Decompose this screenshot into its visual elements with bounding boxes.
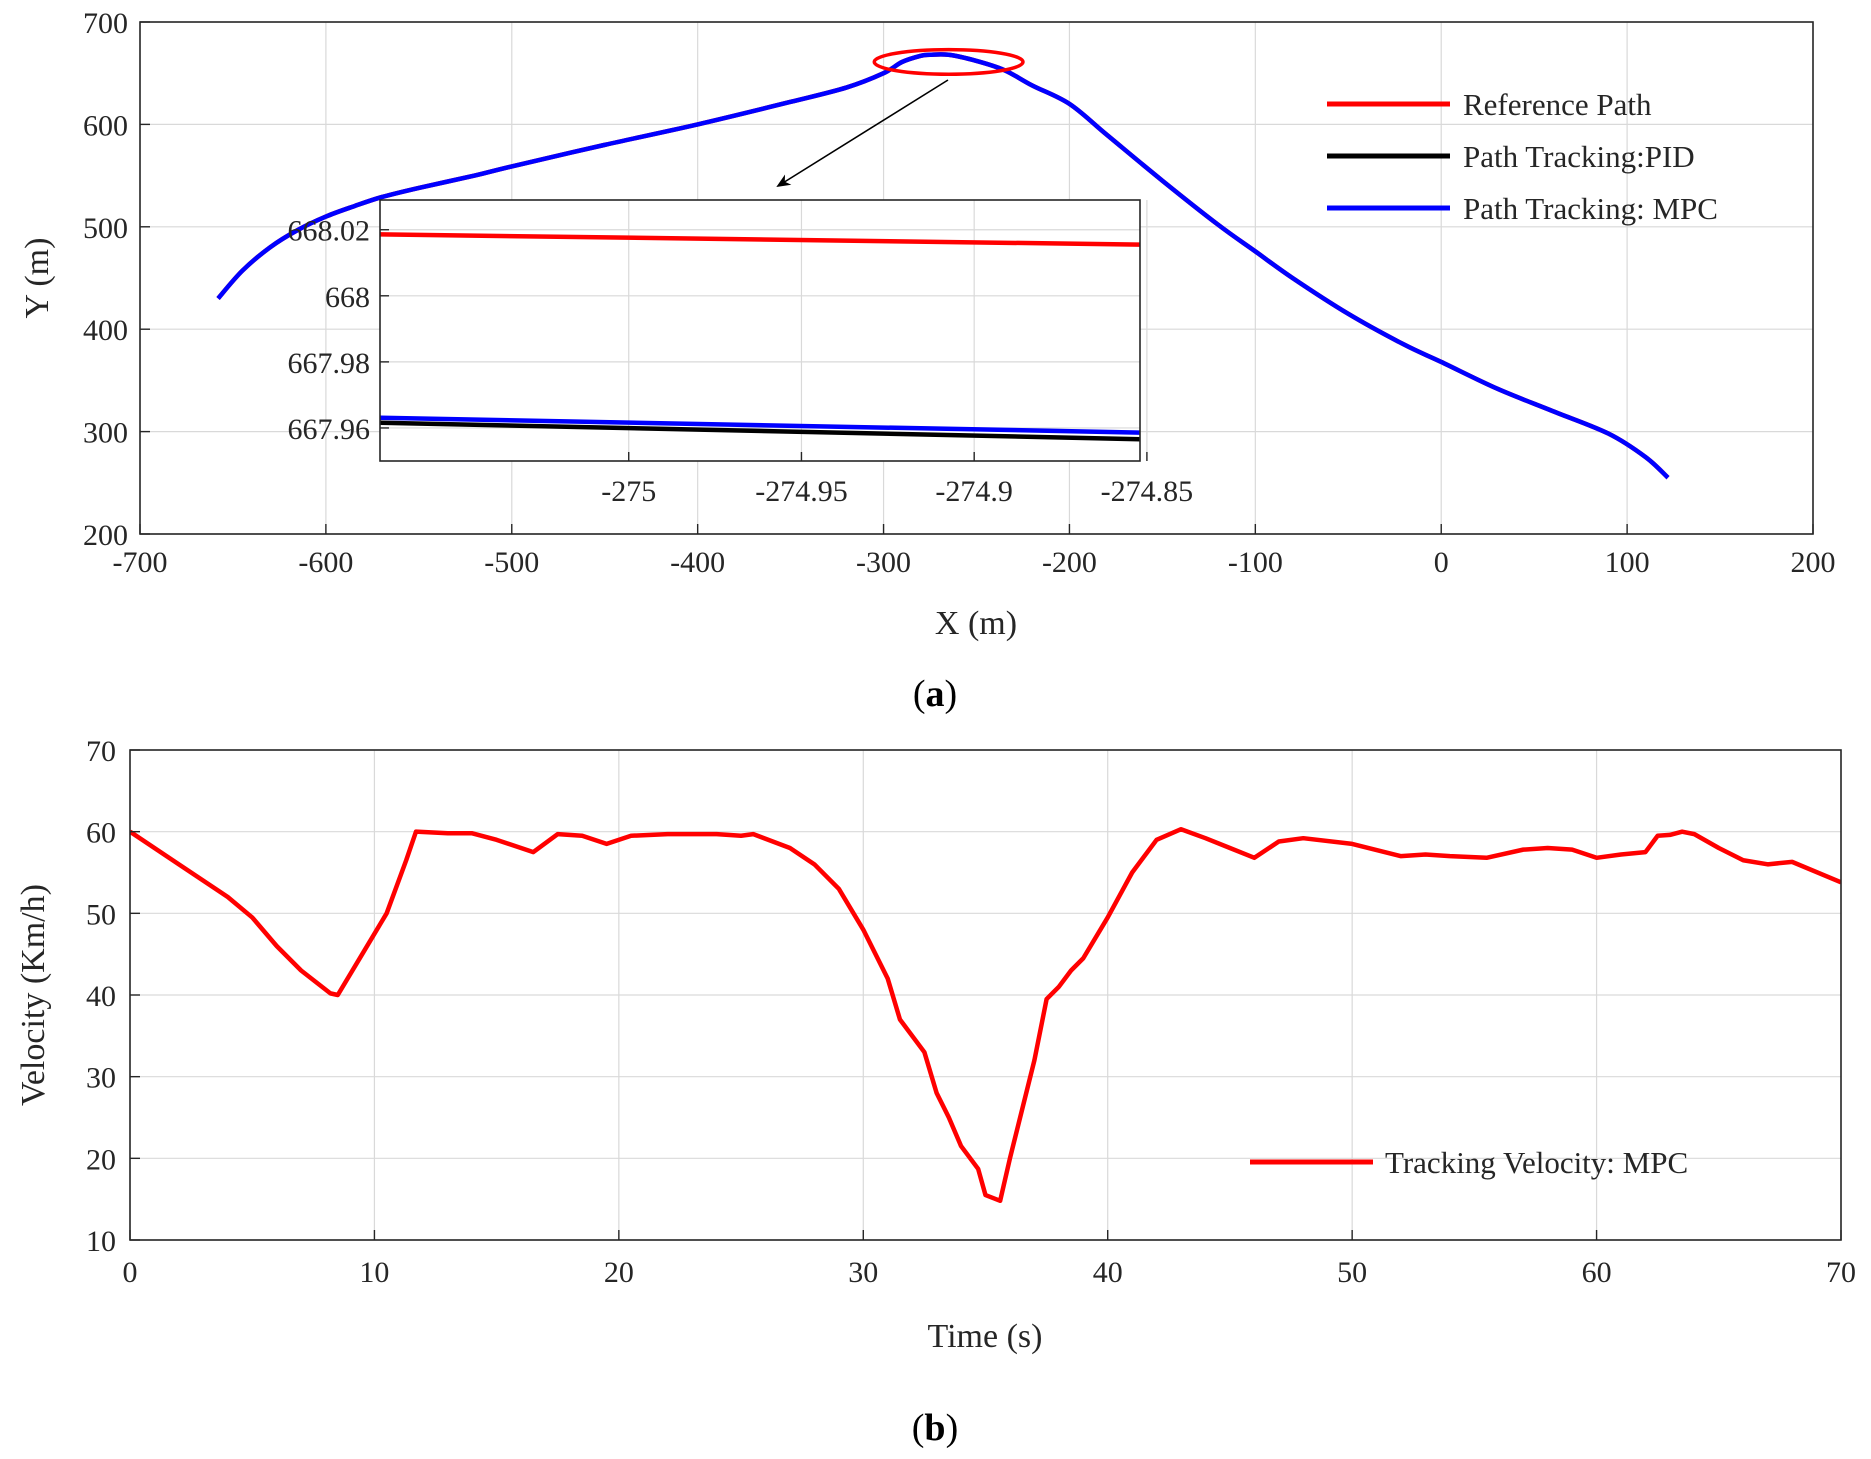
chart-b-x-ticks: 0 10 20 30 40 50 60 70 xyxy=(123,1230,1856,1289)
chart-a-tick-label-y: 400 xyxy=(83,314,128,347)
chart-b-velocity-line xyxy=(130,826,1841,1204)
inset-frame xyxy=(379,199,1141,462)
chart-a-ylabel: Y (m) xyxy=(19,238,56,319)
chart-a-tick-label-y: 600 xyxy=(83,109,128,142)
legend-label-reference: Reference Path xyxy=(1463,87,1652,122)
chart-b-tick-label-y: 40 xyxy=(86,980,116,1013)
inset-tick-label-x: -274.95 xyxy=(755,475,848,508)
caption-a: (a) xyxy=(913,673,957,715)
chart-b-tick-label-x: 10 xyxy=(359,1256,389,1289)
chart-a-tick-label-x: -300 xyxy=(856,546,911,579)
chart-a-tick-label-x: 200 xyxy=(1791,546,1836,579)
chart-b-tick-label-y: 30 xyxy=(86,1062,116,1095)
chart-b-xlabel: Time (s) xyxy=(928,1318,1043,1355)
chart-b-tick-label-x: 70 xyxy=(1826,1256,1856,1289)
chart-b-tick-label-x: 50 xyxy=(1337,1256,1367,1289)
chart-b-tick-label-y: 70 xyxy=(86,735,116,768)
chart-a-tick-label-x: -700 xyxy=(113,546,168,579)
inset-tick-label-y: 668.02 xyxy=(288,215,371,248)
chart-b-y-ticks: 10 20 30 40 50 60 70 xyxy=(86,735,140,1258)
chart-b-tick-label-y: 10 xyxy=(86,1225,116,1258)
chart-a-tick-label-x: -200 xyxy=(1042,546,1097,579)
chart-a-tick-label-x: -500 xyxy=(484,546,539,579)
inset-y-ticks: 667.96 667.98 668 668.02 xyxy=(288,215,389,446)
chart-a-tick-label-x: 0 xyxy=(1434,546,1449,579)
chart-a: -700 -600 -500 -400 -300 -200 -100 0 100 200 200 3… xyxy=(19,7,1836,642)
chart-a-tick-label-y: 300 xyxy=(83,417,128,450)
chart-a-tick-label-y: 500 xyxy=(83,212,128,245)
chart-a-xlabel: X (m) xyxy=(935,605,1017,642)
chart-b-tick-label-x: 40 xyxy=(1093,1256,1123,1289)
legend-label-velocity: Tracking Velocity: MPC xyxy=(1385,1145,1688,1180)
chart-b-ylabel: Velocity (Km/h) xyxy=(15,884,52,1106)
inset-reference-line xyxy=(380,232,1140,247)
caption-b: (b) xyxy=(912,1407,958,1449)
chart-b-tick-label-y: 60 xyxy=(86,817,116,850)
chart-a-tick-label-y: 200 xyxy=(83,519,128,552)
chart-a-x-ticks: -700 -600 -500 -400 -300 -200 -100 0 100 200 xyxy=(113,524,1836,579)
inset-tick-label-y: 667.96 xyxy=(288,413,371,446)
inset-tick-label-x: -274.9 xyxy=(935,475,1013,508)
chart-a-tick-label-x: -600 xyxy=(298,546,353,579)
chart-a-tick-label-x: -400 xyxy=(670,546,725,579)
chart-a-legend: Reference Path Path Tracking:PID Path Tr… xyxy=(1327,87,1718,226)
inset-tick-label-y: 668 xyxy=(325,281,370,314)
chart-b-tick-label-x: 0 xyxy=(123,1256,138,1289)
legend-label-mpc: Path Tracking: MPC xyxy=(1463,191,1718,226)
zoom-arrow xyxy=(776,79,949,188)
chart-b-tick-label-y: 20 xyxy=(86,1143,116,1176)
inset-tick-label-x: -275 xyxy=(601,475,656,508)
chart-a-inset: -275 -274.95 -274.9 -274.85 667.96 667.98 668… xyxy=(288,199,1193,508)
legend-label-pid: Path Tracking:PID xyxy=(1463,139,1695,174)
zoom-highlight-ellipse xyxy=(872,47,1025,76)
chart-a-y-ticks: 200 300 400 500 600 700 xyxy=(83,7,150,552)
inset-tick-label-y: 667.98 xyxy=(288,347,371,380)
chart-b-tick-label-x: 20 xyxy=(604,1256,634,1289)
chart-b-tick-label-y: 50 xyxy=(86,898,116,931)
chart-a-tick-label-x: 100 xyxy=(1605,546,1650,579)
chart-a-tick-label-y: 700 xyxy=(83,7,128,40)
inset-x-ticks: -275 -274.95 -274.9 -274.85 xyxy=(601,452,1193,508)
inset-tick-label-x: -274.85 xyxy=(1101,475,1194,508)
chart-a-mpc-path-line xyxy=(216,52,1670,480)
chart-b-legend: Tracking Velocity: MPC xyxy=(1250,1145,1688,1180)
chart-a-frame xyxy=(139,21,1814,535)
inset-pid-line xyxy=(380,420,1140,442)
inset-mpc-line xyxy=(380,415,1140,435)
chart-b-tick-label-x: 60 xyxy=(1582,1256,1612,1289)
chart-a-tick-label-x: -100 xyxy=(1228,546,1283,579)
chart-b-tick-label-x: 30 xyxy=(848,1256,878,1289)
